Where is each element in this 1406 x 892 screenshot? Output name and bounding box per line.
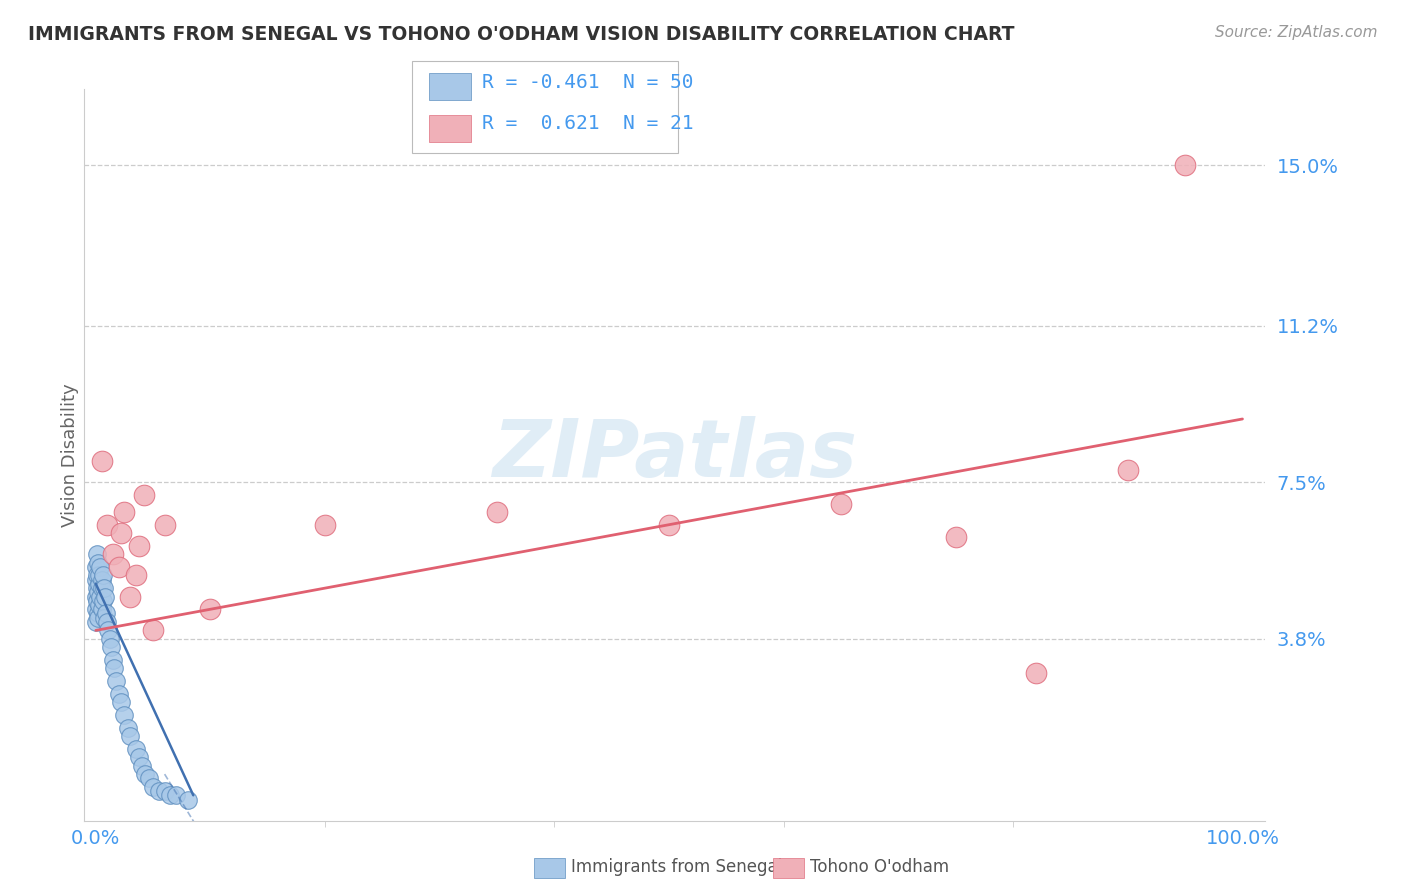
- Point: [114, 708, 136, 723]
- Point: [103, 661, 125, 675]
- Point: [86, 568, 108, 582]
- Text: Immigrants from Senegal: Immigrants from Senegal: [571, 858, 782, 876]
- Point: [84, 602, 107, 616]
- Point: [120, 729, 142, 743]
- Point: [138, 772, 160, 786]
- Y-axis label: Vision Disability: Vision Disability: [62, 383, 80, 527]
- Point: [153, 517, 176, 532]
- Point: [132, 488, 155, 502]
- Point: [107, 560, 129, 574]
- Point: [93, 610, 115, 624]
- Point: [84, 560, 107, 574]
- Point: [110, 526, 132, 541]
- Point: [89, 598, 111, 612]
- Point: [90, 454, 112, 468]
- Point: [84, 590, 107, 604]
- Point: [98, 632, 121, 646]
- Point: [87, 585, 110, 599]
- Point: [142, 624, 165, 638]
- Point: [1025, 665, 1047, 680]
- Point: [107, 687, 129, 701]
- Point: [101, 653, 124, 667]
- Point: [96, 615, 118, 629]
- Point: [176, 792, 198, 806]
- Point: [89, 560, 111, 574]
- Point: [125, 568, 148, 582]
- Point: [110, 695, 132, 709]
- Text: R = -0.461  N = 50: R = -0.461 N = 50: [482, 72, 693, 92]
- Point: [200, 602, 222, 616]
- Point: [830, 497, 852, 511]
- Point: [153, 784, 176, 798]
- Point: [89, 568, 111, 582]
- Point: [90, 602, 112, 616]
- Point: [93, 581, 115, 595]
- Point: [120, 590, 142, 604]
- Point: [91, 594, 114, 608]
- Point: [142, 780, 165, 794]
- Point: [87, 556, 110, 570]
- Point: [94, 607, 117, 621]
- Point: [86, 581, 108, 595]
- Point: [101, 547, 124, 561]
- Point: [134, 767, 156, 781]
- Point: [159, 789, 181, 803]
- Text: Source: ZipAtlas.com: Source: ZipAtlas.com: [1215, 25, 1378, 40]
- Text: Tohono O'odham: Tohono O'odham: [810, 858, 949, 876]
- Point: [100, 640, 122, 655]
- Point: [314, 517, 336, 532]
- Point: [486, 505, 509, 519]
- Point: [117, 721, 139, 735]
- Point: [114, 505, 136, 519]
- Point: [1174, 158, 1197, 172]
- Text: ZIPatlas: ZIPatlas: [492, 416, 858, 494]
- Point: [94, 590, 117, 604]
- Point: [128, 750, 150, 764]
- Point: [125, 741, 148, 756]
- Point: [90, 573, 112, 587]
- Point: [658, 517, 681, 532]
- Point: [90, 581, 112, 595]
- Point: [96, 517, 118, 532]
- Point: [945, 530, 967, 544]
- Point: [84, 615, 107, 629]
- Point: [97, 624, 120, 638]
- Point: [86, 594, 108, 608]
- Point: [165, 789, 187, 803]
- Point: [105, 674, 128, 689]
- Point: [84, 573, 107, 587]
- Point: [128, 539, 150, 553]
- Point: [148, 784, 170, 798]
- Text: R =  0.621  N = 21: R = 0.621 N = 21: [482, 114, 693, 134]
- Point: [87, 607, 110, 621]
- Point: [91, 568, 114, 582]
- Text: IMMIGRANTS FROM SENEGAL VS TOHONO O'ODHAM VISION DISABILITY CORRELATION CHART: IMMIGRANTS FROM SENEGAL VS TOHONO O'ODHA…: [28, 25, 1015, 44]
- Point: [89, 590, 111, 604]
- Point: [89, 577, 111, 591]
- Point: [86, 547, 108, 561]
- Point: [131, 758, 153, 772]
- Point: [87, 610, 110, 624]
- Point: [1116, 463, 1139, 477]
